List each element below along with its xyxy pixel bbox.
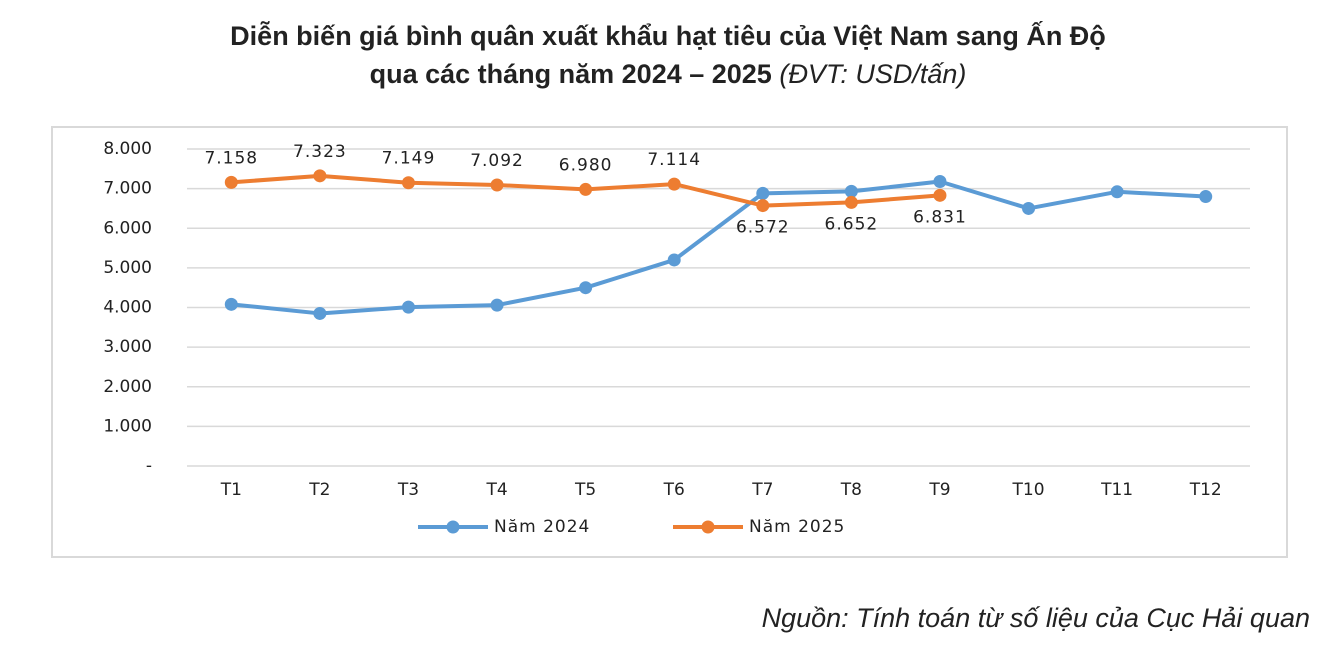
point xyxy=(490,298,504,312)
chart-title: Diễn biến giá bình quân xuất khẩu hạt ti… xyxy=(230,20,1106,51)
point xyxy=(313,306,327,320)
point xyxy=(1022,201,1036,215)
x-tick-label: T8 xyxy=(840,480,862,500)
data-label: 6.652 xyxy=(825,214,879,234)
y-tick-label: 8.000 xyxy=(103,139,152,159)
y-tick-label: - xyxy=(146,456,152,476)
x-tick-label: T9 xyxy=(928,480,950,500)
x-tick-label: T6 xyxy=(663,480,685,500)
data-label: 6.572 xyxy=(736,218,790,238)
x-tick-label: T10 xyxy=(1012,480,1045,500)
x-tick-label: T3 xyxy=(397,480,419,500)
point xyxy=(224,297,238,311)
y-tick-label: 7.000 xyxy=(103,179,152,199)
point xyxy=(1199,190,1213,204)
unit: (ĐVT: USD/tấn) xyxy=(779,59,966,89)
legend-marker xyxy=(701,520,715,534)
data-label: 7.158 xyxy=(204,148,258,168)
point xyxy=(756,199,770,213)
x-tick-label: T2 xyxy=(308,480,330,500)
point xyxy=(579,182,593,196)
x-tick-label: T7 xyxy=(751,480,773,500)
legend-marker xyxy=(446,520,460,534)
chart-frame xyxy=(51,126,1288,558)
point xyxy=(401,300,415,314)
point xyxy=(756,186,770,200)
point xyxy=(1110,185,1124,199)
point xyxy=(667,253,681,267)
x-tick-label: T1 xyxy=(220,480,242,500)
data-label: 7.149 xyxy=(382,149,436,169)
legend-label: Năm 2025 xyxy=(749,517,845,537)
data-label: 7.092 xyxy=(470,151,524,171)
point xyxy=(667,177,681,191)
source: Nguồn: Tính toán từ số liệu của Cục Hải … xyxy=(762,603,1310,633)
y-tick-label: 5.000 xyxy=(103,258,152,278)
x-tick-label: T11 xyxy=(1100,480,1133,500)
data-label: 6.831 xyxy=(913,207,967,227)
x-tick-label: T5 xyxy=(574,480,596,500)
chart-subtitle: qua các tháng năm 2024 – 2025 xyxy=(370,59,772,89)
point xyxy=(933,188,947,202)
data-label: 7.323 xyxy=(293,142,347,162)
point xyxy=(490,178,504,192)
title-line-2: qua các tháng năm 2024 – 2025 (ĐVT: USD/… xyxy=(370,59,967,89)
point xyxy=(844,195,858,209)
y-tick-label: 2.000 xyxy=(103,377,152,397)
y-tick-label: 3.000 xyxy=(103,337,152,357)
point xyxy=(844,184,858,198)
point xyxy=(933,174,947,188)
x-tick-label: T12 xyxy=(1189,480,1222,500)
data-label: 6.980 xyxy=(559,155,613,175)
y-tick-label: 1.000 xyxy=(103,416,152,436)
point xyxy=(313,169,327,183)
data-label: 7.114 xyxy=(647,150,701,170)
series-line xyxy=(231,179,1206,316)
y-tick-label: 6.000 xyxy=(103,218,152,238)
legend-label: Năm 2024 xyxy=(494,517,590,537)
x-tick-label: T4 xyxy=(485,480,507,500)
point xyxy=(401,176,415,190)
point xyxy=(224,175,238,189)
point xyxy=(579,281,593,295)
y-tick-label: 4.000 xyxy=(103,298,152,318)
